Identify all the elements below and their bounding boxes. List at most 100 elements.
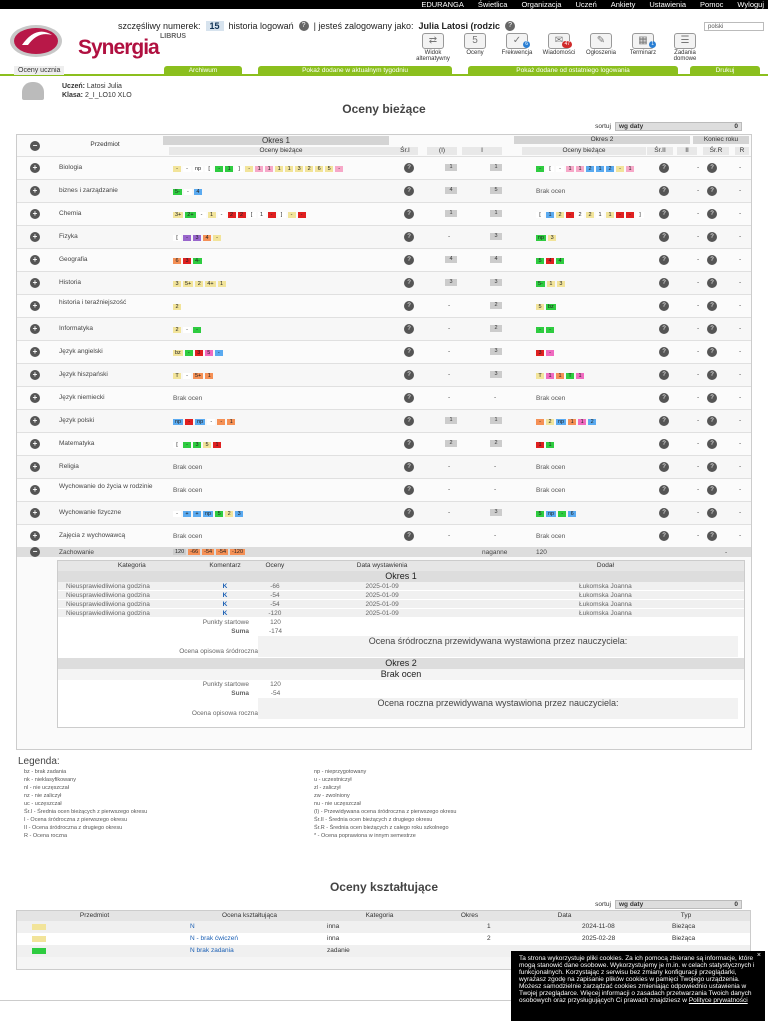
top-menu-item-2[interactable]: Organizacja (521, 0, 562, 9)
toolbar-item-1[interactable]: 5 Oceny (454, 33, 496, 62)
collapse-all-button[interactable]: − (30, 141, 40, 151)
top-menu-item-0[interactable]: EDURANGA (421, 0, 464, 9)
avg1-icon[interactable]: ? (404, 163, 414, 173)
grade-chip[interactable]: 2 (227, 211, 236, 218)
top-menu-item-3[interactable]: Uczeń (575, 0, 597, 9)
formative-grade[interactable]: N (190, 923, 195, 930)
grade-chip[interactable]: 1 (546, 441, 554, 448)
grade-chip[interactable]: 5 (536, 303, 544, 310)
avg1-icon[interactable]: ? (404, 393, 414, 403)
grade-chip[interactable]: - (173, 165, 181, 172)
grade-chip[interactable]: - (197, 211, 206, 218)
avg2-icon[interactable]: ? (659, 255, 669, 265)
grade-chip[interactable]: - (616, 211, 624, 218)
avg2-icon[interactable]: ? (659, 370, 669, 380)
grade-chip[interactable]: - (193, 326, 201, 333)
grade-chip[interactable]: 2 (195, 280, 204, 287)
grade-chip[interactable]: 1 (546, 372, 554, 379)
grade-chip[interactable]: 3 (536, 349, 544, 356)
grade-chip[interactable]: T (536, 372, 544, 379)
avg1-icon[interactable]: ? (404, 209, 414, 219)
grade-chip[interactable]: 1 (566, 165, 574, 172)
top-menu-item-5[interactable]: Ustawienia (649, 0, 687, 9)
grade-chip[interactable]: - (183, 326, 191, 333)
grade-chip[interactable]: [ (173, 234, 181, 241)
avg1-icon[interactable]: ? (404, 278, 414, 288)
top-menu-item-4[interactable]: Ankiety (610, 0, 636, 9)
grade-chip[interactable]: - (183, 441, 191, 448)
avg-year-icon[interactable]: ? (707, 301, 717, 311)
grade-chip[interactable]: 2 (237, 211, 246, 218)
behaviour-point-chip[interactable]: 120 (173, 549, 187, 555)
tab-student-grades[interactable]: Oceny ucznia (14, 66, 65, 75)
grade-chip[interactable]: 1 (257, 211, 266, 218)
formative-grade[interactable]: N - brak ćwiczeń (190, 935, 239, 942)
grade-chip[interactable]: 1 (596, 211, 604, 218)
avg1-icon[interactable]: ? (404, 370, 414, 380)
toolbar-item-6[interactable]: ☰ Zadania domowe (664, 33, 706, 62)
tab-print[interactable]: Drukuj (690, 66, 760, 75)
avg1-icon[interactable]: ? (404, 301, 414, 311)
avg-year-icon[interactable]: ? (707, 186, 717, 196)
help-icon-2[interactable]: ? (505, 21, 516, 31)
grade-chip[interactable]: 5- (536, 280, 545, 287)
grade-chip[interactable]: 5+ (183, 280, 194, 287)
avg-year-icon[interactable]: ? (707, 278, 717, 288)
grade-chip[interactable]: T (566, 372, 574, 379)
grade-chip[interactable]: ] (235, 165, 244, 172)
avg-year-icon[interactable]: ? (707, 324, 717, 334)
grade-chip[interactable]: 1 (275, 165, 284, 172)
grade-chip[interactable]: 2 (173, 303, 181, 310)
grade-chip[interactable]: 5 (536, 257, 544, 264)
grade-chip[interactable]: 2 (546, 418, 554, 425)
grade-chip[interactable]: [ (536, 211, 544, 218)
grade-chip[interactable]: - (213, 234, 221, 241)
grade-chip[interactable]: 5 (325, 165, 334, 172)
grade-chip[interactable]: - (616, 165, 624, 172)
grade-chip[interactable]: 2 (173, 326, 181, 333)
grade-chip[interactable]: [ (546, 165, 554, 172)
avg2-icon[interactable]: ? (659, 209, 669, 219)
grade-chip[interactable]: np (556, 418, 567, 425)
avg2-icon[interactable]: ? (659, 416, 669, 426)
login-history-link[interactable]: historia logowań (228, 21, 294, 31)
grade-chip[interactable]: - (183, 188, 192, 195)
grade-chip[interactable]: np (546, 510, 557, 517)
grade-chip[interactable]: 1 (606, 211, 614, 218)
avg-year-icon[interactable]: ? (707, 163, 717, 173)
avg2-icon[interactable]: ? (659, 324, 669, 334)
toolbar-item-3[interactable]: ✉ 47 Wiadomości (538, 33, 580, 62)
grade-chip[interactable]: 1 (576, 165, 584, 172)
grade-chip[interactable]: - (183, 165, 191, 172)
grade-chip[interactable]: 1 (578, 418, 587, 425)
grade-chip[interactable]: bz (546, 303, 556, 310)
grade-chip[interactable]: 1 (225, 165, 234, 172)
grade-chip[interactable]: - (546, 326, 554, 333)
grade-chip[interactable]: 1 (207, 211, 216, 218)
top-menu-item-7[interactable]: Wyloguj (737, 0, 764, 9)
grade-chip[interactable]: 4 (556, 257, 564, 264)
expand-subject-button[interactable]: + (30, 163, 40, 173)
grade-chip[interactable]: 1 (626, 165, 634, 172)
avg1-icon[interactable]: ? (404, 485, 414, 495)
grade-chip[interactable]: [ (205, 165, 214, 172)
grade-chip[interactable]: 4 (203, 234, 211, 241)
expand-subject-button[interactable]: + (30, 462, 40, 472)
grade-chip[interactable]: np (536, 234, 547, 241)
grade-chip[interactable]: 3 (193, 234, 201, 241)
grade-chip[interactable]: 5- (173, 188, 182, 195)
avg2-icon[interactable]: ? (659, 508, 669, 518)
behaviour-point-chip[interactable]: -54 (216, 549, 229, 555)
tab-archive[interactable]: Archiwum (164, 66, 242, 75)
grade-chip[interactable]: - (173, 510, 181, 517)
grade-chip[interactable]: 3 (193, 441, 201, 448)
avg2-icon[interactable]: ? (659, 393, 669, 403)
grade-chip[interactable]: 3 (194, 349, 203, 356)
grade-chip[interactable]: 1 (205, 372, 214, 379)
toolbar-item-0[interactable]: ⇄ Widok alternatywny (412, 33, 454, 62)
synergia-logo-icon[interactable] (8, 21, 68, 59)
grade-chip[interactable]: 1 (546, 280, 555, 287)
grade-chip[interactable]: bz (173, 349, 183, 356)
avg2-icon[interactable]: ? (659, 163, 669, 173)
avg1-icon[interactable]: ? (404, 462, 414, 472)
